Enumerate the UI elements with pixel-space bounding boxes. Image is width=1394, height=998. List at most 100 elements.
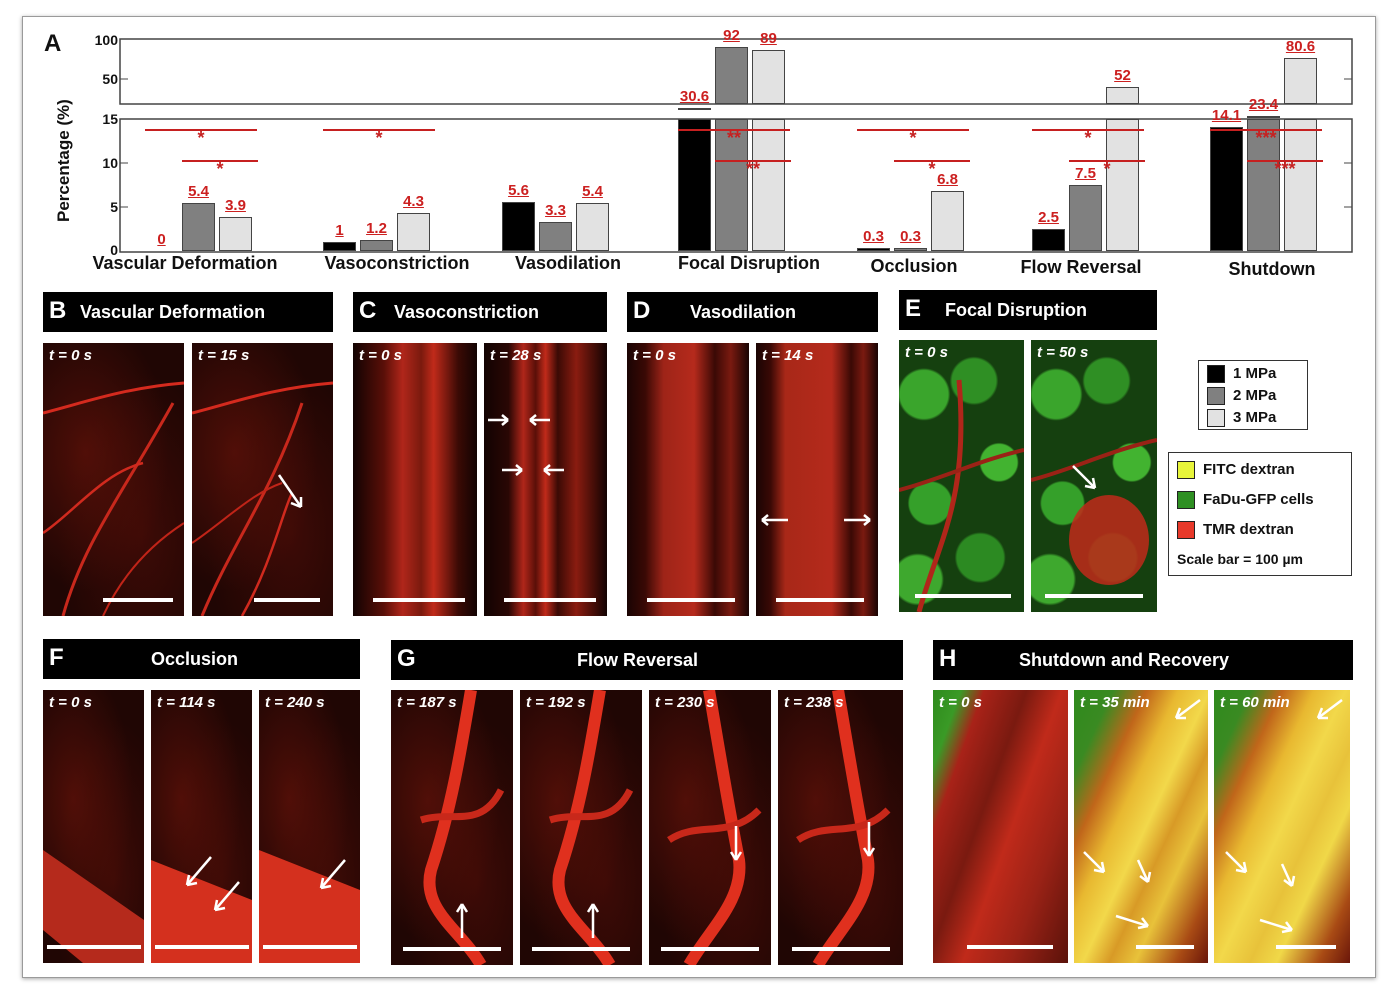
panel-e-letter: E: [905, 295, 922, 322]
tick-label-15: 15: [102, 111, 118, 127]
significance-mark: *: [216, 159, 224, 179]
legend-swatch-fadu: [1177, 491, 1195, 509]
panel-e-image-2: t = 50 s: [1031, 340, 1157, 612]
panel-f-time-2: t = 114 s: [157, 694, 216, 711]
category-label-vascular-deformation: Vascular Deformation: [92, 253, 278, 273]
panel-h-header: H Shutdown and Recovery: [933, 640, 1353, 680]
panel-e-time-2: t = 50 s: [1037, 344, 1089, 361]
panel-b-time-2: t = 15 s: [198, 347, 250, 364]
arrow-icon: [729, 826, 743, 861]
bar: [1284, 58, 1317, 104]
scale-bar: [967, 945, 1053, 949]
panel-c-header: C Vasoconstriction: [353, 292, 607, 332]
significance-bracket: [323, 129, 435, 131]
significance-mark: *: [197, 128, 205, 148]
arrow-icon: [862, 822, 876, 857]
arrow-icon: [277, 474, 303, 509]
scale-bar: [1045, 594, 1143, 598]
panel-g-image-4: t = 238 s: [778, 690, 903, 965]
panel-h-image-2: t = 35 min: [1074, 690, 1208, 963]
arrow-icon: [586, 903, 600, 938]
bar: [1284, 119, 1317, 251]
bar-value-label: 1: [335, 222, 344, 240]
constriction-arrows: [488, 414, 550, 426]
significance-bracket: [1032, 129, 1144, 131]
category-label-flow-reversal: Flow Reversal: [1020, 257, 1142, 277]
bar-value-label: 92: [723, 27, 740, 44]
vessel-network: [667, 690, 762, 965]
bar: [678, 108, 711, 111]
arrow-icon: [185, 856, 212, 887]
category-label-occlusion: Occlusion: [870, 256, 958, 276]
bar-value-label: 30.6: [679, 88, 710, 106]
panel-d-image-2: t = 14 s: [756, 343, 878, 616]
vessel-network: [548, 690, 634, 965]
arrow-icon: [1072, 465, 1097, 490]
panel-h-time-2: t = 35 min: [1080, 694, 1150, 711]
panel-d-letter: D: [633, 297, 651, 324]
panel-h-image-1: t = 0 s: [933, 690, 1068, 963]
panel-a-letter: A: [44, 30, 62, 57]
tick-label-5: 5: [110, 199, 118, 215]
panel-b-image-1: t = 0 s: [43, 343, 184, 616]
vessel-network: [899, 379, 1024, 612]
panel-f-header: F Occlusion: [43, 639, 360, 679]
legend-swatch-tmr: [1177, 521, 1195, 539]
panel-c-letter: C: [359, 297, 377, 324]
panel-g-header: G Flow Reversal: [391, 640, 903, 680]
bar: [931, 191, 964, 251]
vessel-network: [259, 850, 360, 963]
bar-value-label: 2.5: [1038, 209, 1059, 226]
dilation-arrows: [761, 514, 871, 526]
bar: [894, 248, 927, 251]
bar: [715, 119, 748, 251]
scale-bar: [254, 598, 320, 602]
bar: [715, 47, 748, 104]
category-label-shutdown: Shutdown: [1228, 259, 1316, 279]
vessel-network: [796, 690, 891, 965]
pressure-legend: 1 MPa 2 MPa 3 MPa: [1198, 360, 1308, 430]
panel-b-image-2: t = 15 s: [192, 343, 333, 616]
bar-value-label: 5.4: [582, 183, 603, 201]
panel-c-image-1: t = 0 s: [353, 343, 477, 616]
significance-mark: **: [726, 128, 742, 148]
vessel-network: [43, 850, 144, 963]
legend-label-fitc: FITC dextran: [1203, 461, 1295, 478]
scale-bar: [504, 598, 596, 602]
bar-value-label: 7.5: [1075, 165, 1096, 182]
bar-value-label: 5.4: [188, 183, 209, 201]
bar: [323, 242, 356, 251]
bar: [1069, 185, 1102, 251]
significance-bracket: [715, 160, 791, 162]
legend-swatch-3mpa: [1207, 409, 1225, 427]
bar: [397, 213, 430, 251]
panel-g-image-1: t = 187 s: [391, 690, 513, 965]
significance-bracket: [182, 160, 258, 162]
bar: [752, 119, 785, 251]
bar: [1210, 126, 1243, 251]
scale-bar: [373, 598, 465, 602]
vessel-network: [419, 690, 505, 965]
bar: [1247, 119, 1280, 251]
arrow-icon: [1174, 699, 1201, 720]
bar-value-label: 0.3: [863, 228, 884, 246]
bar-value-label: 4.3: [403, 193, 424, 211]
bar: [857, 248, 890, 251]
scale-bar: [47, 945, 141, 949]
panel-f-title: Occlusion: [151, 649, 239, 669]
scale-bar: [915, 594, 1011, 598]
bar: [502, 201, 535, 251]
panel-g-time-3: t = 230 s: [655, 694, 715, 711]
scale-bar: [532, 947, 630, 951]
legend-label-2mpa: 2 MPa: [1233, 387, 1277, 404]
panel-g-time-4: t = 238 s: [784, 694, 844, 711]
scale-bar-note: Scale bar = 100 µm: [1177, 551, 1303, 567]
significance-mark: *: [928, 159, 936, 179]
legend-swatch-1mpa: [1207, 365, 1225, 383]
bar-value-label: 0: [157, 231, 166, 248]
panel-b-letter: B: [49, 297, 67, 324]
scale-bar: [263, 945, 357, 949]
scale-bar: [792, 947, 890, 951]
panel-g-time-1: t = 187 s: [397, 694, 457, 711]
category-label-vasoconstriction: Vasoconstriction: [324, 253, 470, 273]
